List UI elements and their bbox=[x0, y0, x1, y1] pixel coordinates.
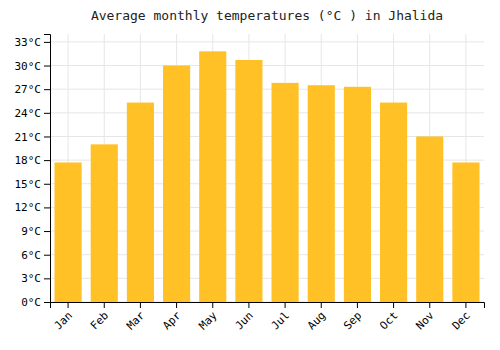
y-tick-label: 0°C bbox=[21, 296, 41, 309]
y-tick: 18°C bbox=[15, 154, 51, 167]
x-tick: Apr bbox=[160, 302, 184, 332]
y-tick: 15°C bbox=[15, 178, 51, 191]
x-tick-mark bbox=[248, 302, 249, 308]
y-tick-label: 15°C bbox=[15, 178, 42, 191]
x-tick-label: Aug bbox=[305, 309, 328, 332]
x-tick-label: Dec bbox=[450, 309, 473, 332]
y-tick-mark bbox=[44, 302, 50, 303]
x-tick: Jun bbox=[233, 302, 256, 332]
x-tick-mark bbox=[285, 302, 286, 308]
x-tick: Aug bbox=[305, 302, 328, 332]
x-tick-mark bbox=[140, 302, 141, 308]
bar bbox=[127, 103, 154, 302]
x-tick-label: May bbox=[196, 309, 220, 333]
x-tick-mark bbox=[357, 302, 358, 308]
y-tick-label: 33°C bbox=[15, 36, 42, 49]
grid bbox=[50, 34, 484, 302]
x-tick-label: Jul bbox=[269, 309, 292, 332]
y-tick-mark bbox=[44, 160, 50, 161]
bar bbox=[344, 87, 371, 302]
x-tick-mark bbox=[465, 302, 466, 308]
y-tick: 21°C bbox=[15, 130, 51, 143]
y-tick: 3°C bbox=[21, 272, 50, 285]
y-tick: 12°C bbox=[15, 201, 51, 214]
y-axis-line bbox=[44, 35, 51, 303]
bar bbox=[308, 85, 335, 302]
bar bbox=[416, 136, 443, 302]
y-tick: 0°C bbox=[21, 296, 50, 309]
y-tick-label: 21°C bbox=[15, 130, 42, 143]
bar bbox=[91, 144, 118, 302]
x-tick-label: Nov bbox=[413, 309, 437, 333]
x-tick-label: Jan bbox=[52, 309, 75, 332]
x-tick: Mar bbox=[124, 302, 148, 332]
x-tick: Sep bbox=[341, 302, 364, 332]
y-tick: 9°C bbox=[21, 225, 50, 238]
grid-line-y bbox=[50, 65, 484, 66]
bar bbox=[452, 162, 479, 302]
y-tick-label: 3°C bbox=[21, 272, 41, 285]
y-tick-mark bbox=[44, 136, 50, 137]
chart-container: 0°C 3°C 6°C 9°C 12°C 15°C 18°C 21°C 24°C 27°C 30°C… bbox=[0, 0, 500, 350]
grid-line-y bbox=[50, 112, 484, 113]
x-tick-mark bbox=[321, 302, 322, 308]
y-tick-label: 30°C bbox=[15, 60, 42, 73]
y-tick-mark bbox=[44, 113, 50, 114]
y-tick-label: 9°C bbox=[21, 225, 41, 238]
y-tick-mark bbox=[44, 278, 50, 279]
bar bbox=[235, 60, 262, 302]
x-tick-mark bbox=[176, 302, 177, 308]
y-tick-label: 6°C bbox=[21, 249, 41, 262]
y-tick: 33°C bbox=[15, 36, 51, 49]
y-tick-label: 12°C bbox=[15, 201, 42, 214]
x-tick-label: Oct bbox=[377, 309, 400, 332]
x-tick-mark bbox=[393, 302, 394, 308]
y-axis: 0°C 3°C 6°C 9°C 12°C 15°C 18°C 21°C 24°C 27°C 30°C… bbox=[15, 35, 51, 310]
x-tick: May bbox=[196, 302, 220, 332]
bar bbox=[55, 162, 82, 302]
y-tick-mark bbox=[44, 255, 50, 256]
bar bbox=[199, 51, 226, 302]
y-tick-mark bbox=[44, 66, 50, 67]
x-tick-label: Apr bbox=[160, 309, 184, 333]
x-tick: Nov bbox=[413, 302, 437, 332]
y-tick-label: 24°C bbox=[15, 107, 42, 120]
x-tick: Dec bbox=[450, 302, 473, 332]
bar bbox=[380, 103, 407, 302]
x-tick-mark bbox=[68, 302, 69, 308]
y-tick: 27°C bbox=[15, 83, 51, 96]
y-tick-mark bbox=[44, 207, 50, 208]
title: Average monthly temperatures (°C ) in Jh… bbox=[91, 8, 443, 23]
x-tick-label: Feb bbox=[88, 309, 111, 332]
bars bbox=[55, 51, 480, 302]
x-tick-label: Sep bbox=[341, 309, 364, 332]
y-tick: 6°C bbox=[21, 249, 50, 262]
y-tick-label: 18°C bbox=[15, 154, 42, 167]
x-tick-mark bbox=[104, 302, 105, 308]
x-tick: Oct bbox=[377, 302, 400, 332]
x-tick: Jul bbox=[269, 302, 292, 332]
grid-line-y bbox=[50, 89, 484, 90]
x-tick: Jan bbox=[52, 302, 75, 332]
x-axis: Jan Feb Mar Apr May Jun Jul Aug Sep Oct Nov Dec bbox=[51, 302, 485, 332]
y-tick: 30°C bbox=[15, 60, 51, 73]
chart-svg: 0°C 3°C 6°C 9°C 12°C 15°C 18°C 21°C 24°C 27°C 30°C… bbox=[0, 0, 500, 350]
y-tick-mark bbox=[44, 89, 50, 90]
x-tick-label: Jun bbox=[233, 309, 256, 332]
y-tick-mark bbox=[44, 42, 50, 43]
x-tick-mark bbox=[429, 302, 430, 308]
y-tick-mark bbox=[44, 231, 50, 232]
y-tick-mark bbox=[44, 184, 50, 185]
x-tick-mark bbox=[212, 302, 213, 308]
y-tick: 24°C bbox=[15, 107, 51, 120]
plot-area: 0°C 3°C 6°C 9°C 12°C 15°C 18°C 21°C 24°C 27°C 30°C… bbox=[15, 34, 485, 332]
x-axis-line bbox=[51, 303, 485, 309]
grid-line-y bbox=[50, 41, 484, 42]
bar bbox=[163, 66, 190, 302]
x-tick-label: Mar bbox=[124, 309, 148, 333]
bar bbox=[272, 83, 299, 302]
x-tick: Feb bbox=[88, 302, 111, 332]
y-tick-label: 27°C bbox=[15, 83, 42, 96]
